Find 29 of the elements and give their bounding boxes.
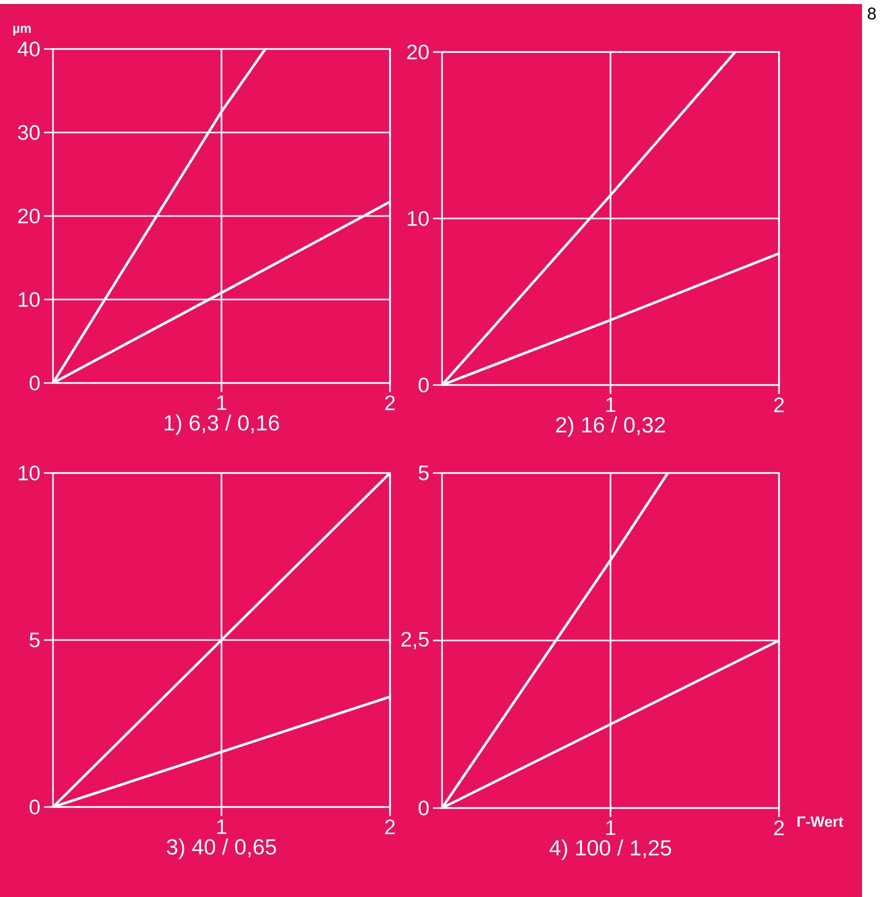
y-tick-label: 40 [18,42,40,56]
y-tick-label: 0 [30,376,40,390]
text: 4) 100 / 1,25 [549,840,672,860]
y-tick-label: 30 [18,125,40,140]
x-tick-label: 1 [217,820,226,834]
x-tick-label: 2 [774,398,784,412]
y-tick-label: 0 [418,378,429,392]
y-tick-label: 5 [418,466,429,480]
y-tick-label: 2,5 [401,632,429,650]
y-tick-label: 10 [18,292,40,307]
x-tick-label: 2 [385,396,395,410]
y-tick-label: 10 [18,466,40,480]
y-tick-label: 20 [18,208,40,224]
text: 2) 16 / 0,32 [556,416,665,437]
x-axis-title: Γ-Wert [798,816,844,827]
y-tick-label: 5 [30,632,40,648]
text: 1) 6,3 / 0,16 [164,414,280,435]
y-tick-label: 0 [418,800,429,816]
text: 3) 40 / 0,65 [166,838,276,859]
y-tick-label: 20 [407,44,429,60]
x-tick-label: 1 [606,820,616,835]
x-tick-label: 2 [385,820,395,834]
y-axis-title: µm [13,26,31,36]
x-tick-label: 1 [217,396,226,410]
text: 8 [868,8,876,20]
x-tick-label: 1 [606,398,616,412]
y-tick-label: 10 [408,211,429,226]
y-tick-label: 0 [30,800,40,814]
x-tick-label: 2 [774,820,784,836]
